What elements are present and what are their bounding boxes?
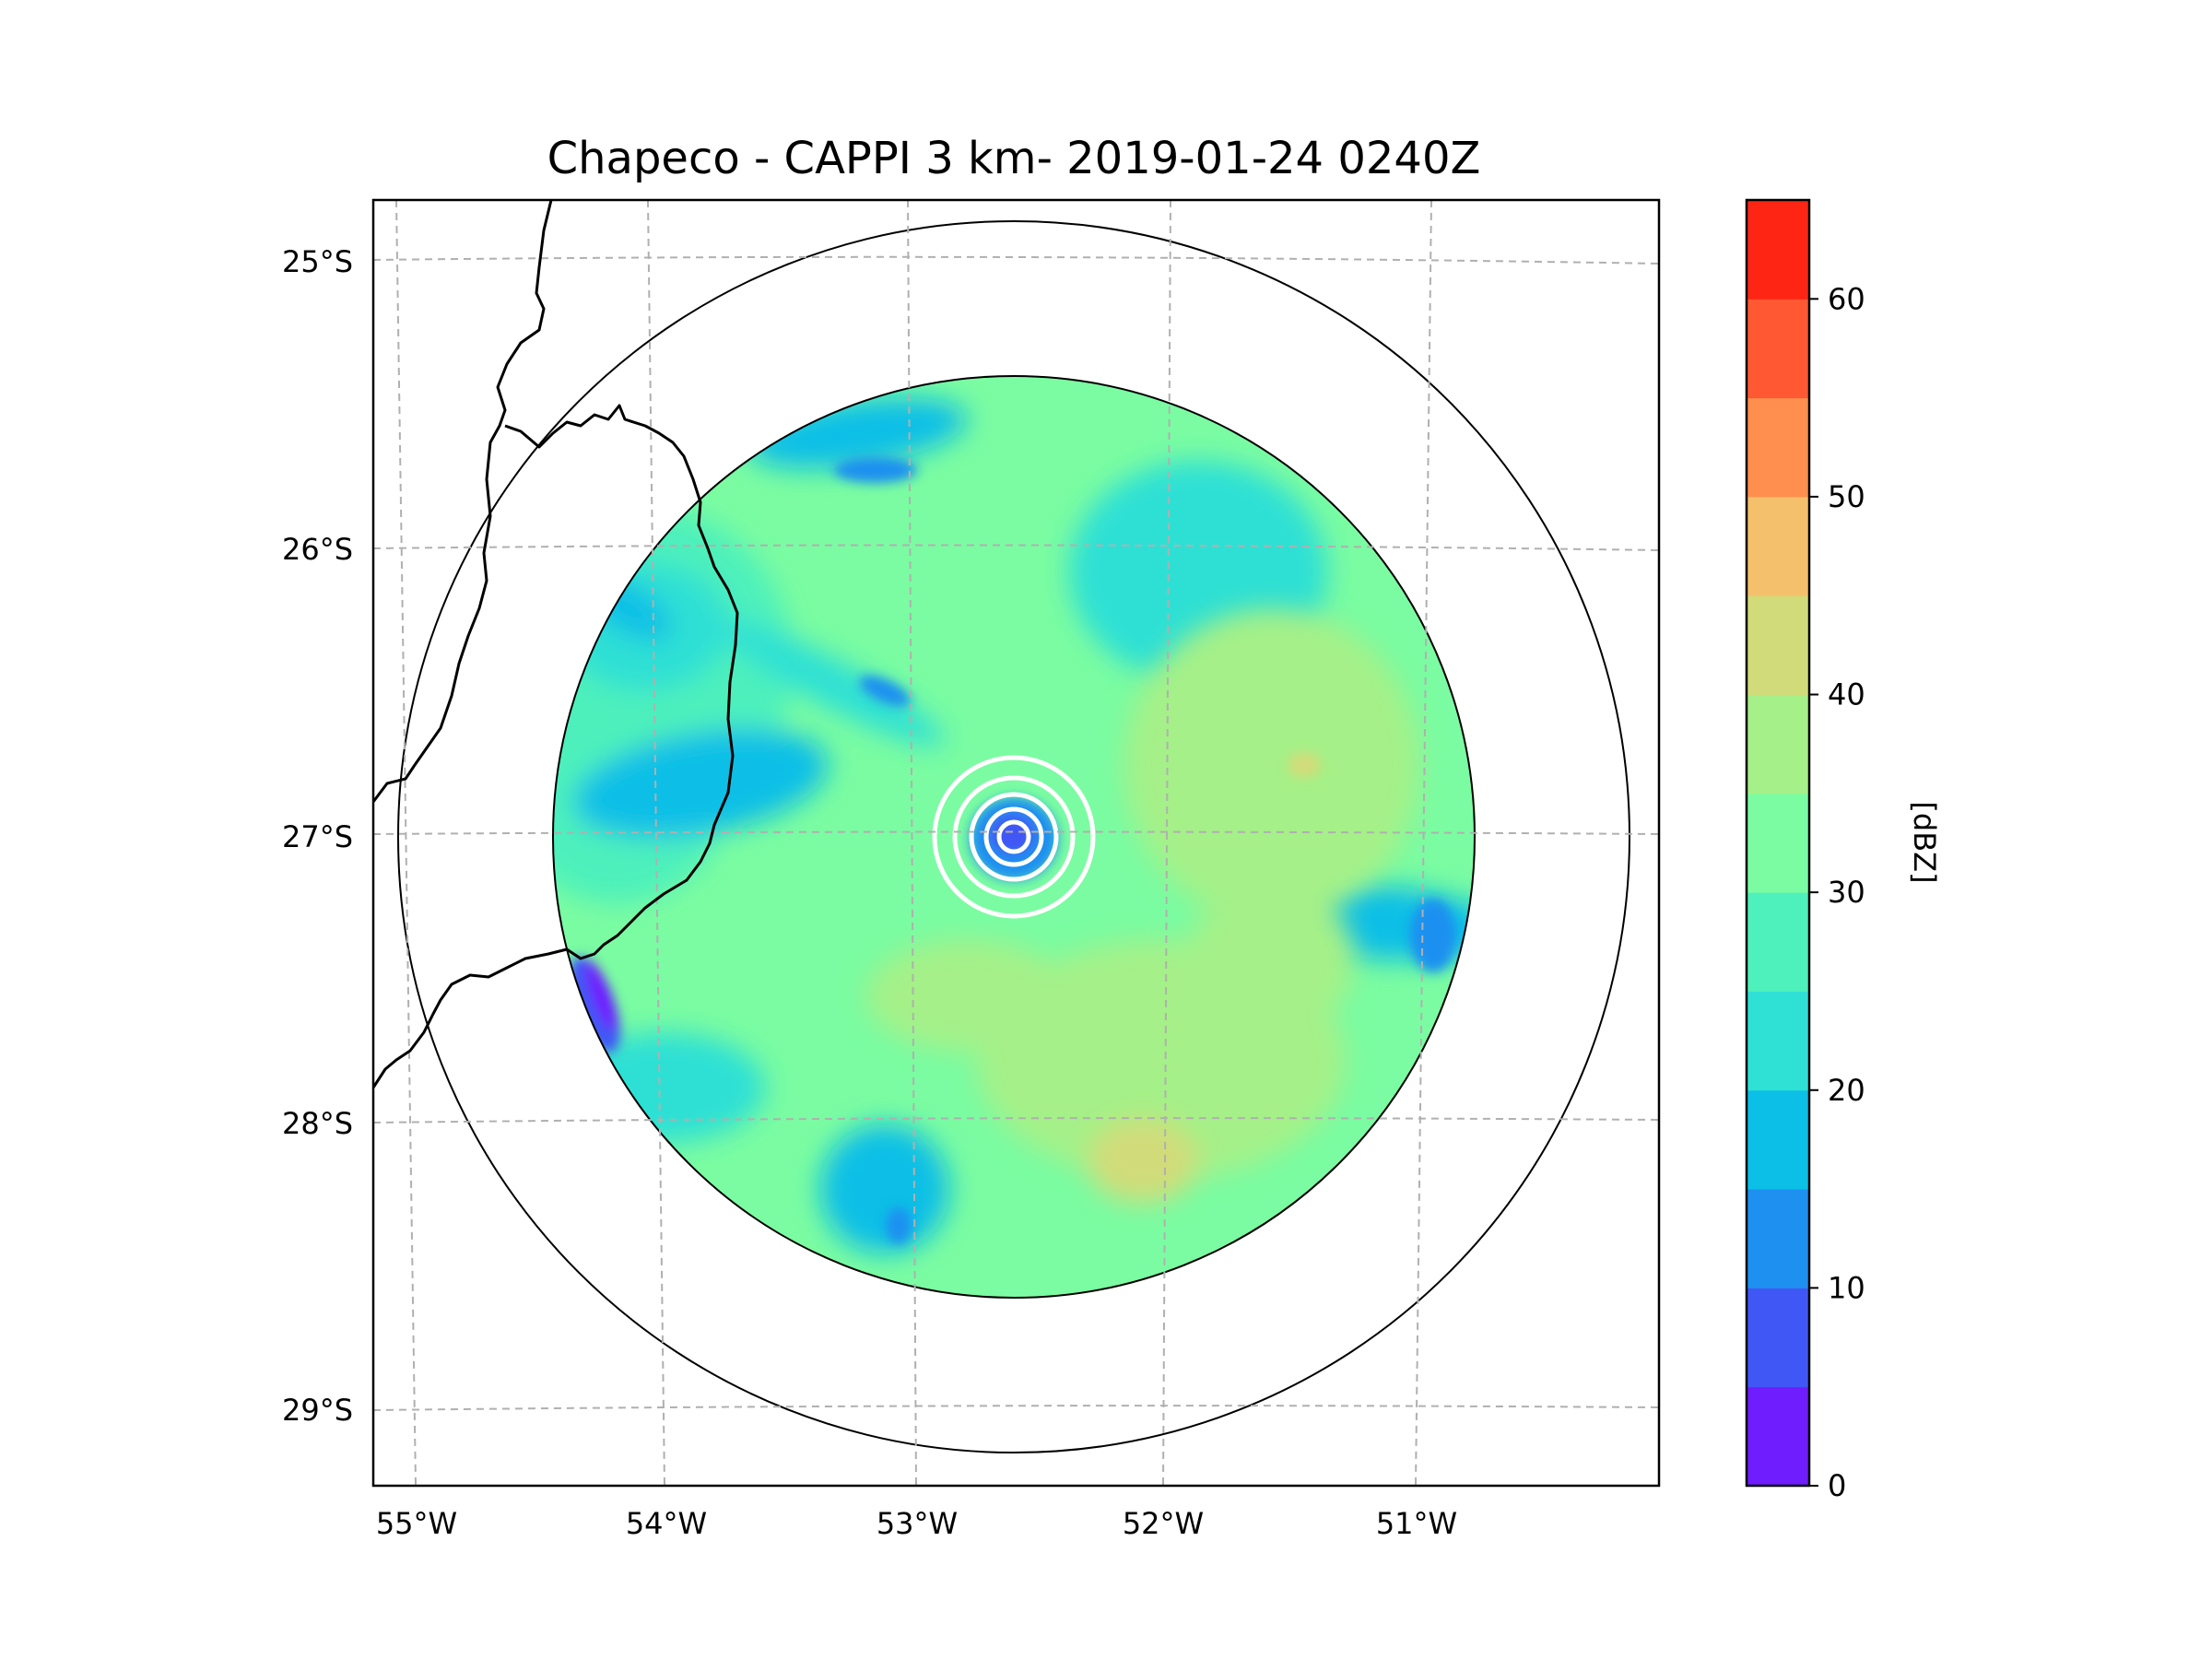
reflectivity-disc-edge <box>552 375 1476 1299</box>
colorbar-tick-label: 60 <box>1828 281 1865 316</box>
map-axes-frame <box>371 198 1661 1488</box>
x-tick-label: 54°W <box>626 1506 707 1541</box>
chart-title: Chapeco - CAPPI 3 km- 2019-01-24 0240Z <box>547 133 1481 184</box>
x-axis-tick-labels: 55°W 54°W 53°W 52°W 51°W <box>376 1506 1457 1541</box>
y-tick-label: 26°S <box>282 532 353 567</box>
x-tick-label: 52°W <box>1123 1506 1204 1541</box>
colorbar-segment <box>1747 496 1809 596</box>
colorbar-tick-label: 0 <box>1828 1468 1846 1503</box>
colorbar-segment <box>1747 1189 1809 1288</box>
y-tick-label: 29°S <box>282 1393 353 1428</box>
y-tick-label: 28°S <box>282 1106 353 1141</box>
colorbar: 0 10 20 30 40 50 60 [dBZ] <box>1745 198 1942 1503</box>
colorbar-segment <box>1747 299 1809 399</box>
outer-range-ring <box>397 220 1630 1453</box>
colorbar-segment <box>1747 991 1809 1091</box>
colorbar-segment <box>1747 1386 1809 1487</box>
x-tick-label: 53°W <box>877 1506 958 1541</box>
colorbar-segment <box>1747 1089 1809 1190</box>
colorbar-ticks: 0 10 20 30 40 50 60 <box>1809 281 1865 1503</box>
colorbar-segments <box>1747 200 1809 1487</box>
colorbar-label: [dBZ] <box>1907 801 1942 883</box>
colorbar-tick-label: 10 <box>1828 1270 1865 1305</box>
y-tick-label: 27°S <box>282 819 353 854</box>
colorbar-segment <box>1747 694 1809 794</box>
y-tick-label: 25°S <box>282 244 353 279</box>
clutter-rings <box>932 755 1096 919</box>
gridlines <box>373 200 1659 1486</box>
colorbar-tick-label: 20 <box>1828 1073 1865 1108</box>
colorbar-tick-label: 50 <box>1828 479 1865 514</box>
country-borders <box>373 200 739 1088</box>
colorbar-segment <box>1747 892 1809 992</box>
colorbar-frame <box>1745 198 1811 1488</box>
y-axis-tick-labels: 25°S 26°S 27°S 28°S 29°S <box>282 244 353 1428</box>
x-tick-label: 55°W <box>376 1506 457 1541</box>
x-tick-label: 51°W <box>1376 1506 1457 1541</box>
colorbar-segment <box>1747 200 1809 300</box>
colorbar-tick-label: 30 <box>1828 875 1865 910</box>
colorbar-segment <box>1747 397 1809 498</box>
colorbar-segment <box>1747 1288 1809 1388</box>
colorbar-segment <box>1747 793 1809 893</box>
colorbar-tick-label: 40 <box>1828 677 1865 712</box>
reflectivity-east-high <box>866 608 1419 1203</box>
colorbar-segment <box>1747 595 1809 696</box>
